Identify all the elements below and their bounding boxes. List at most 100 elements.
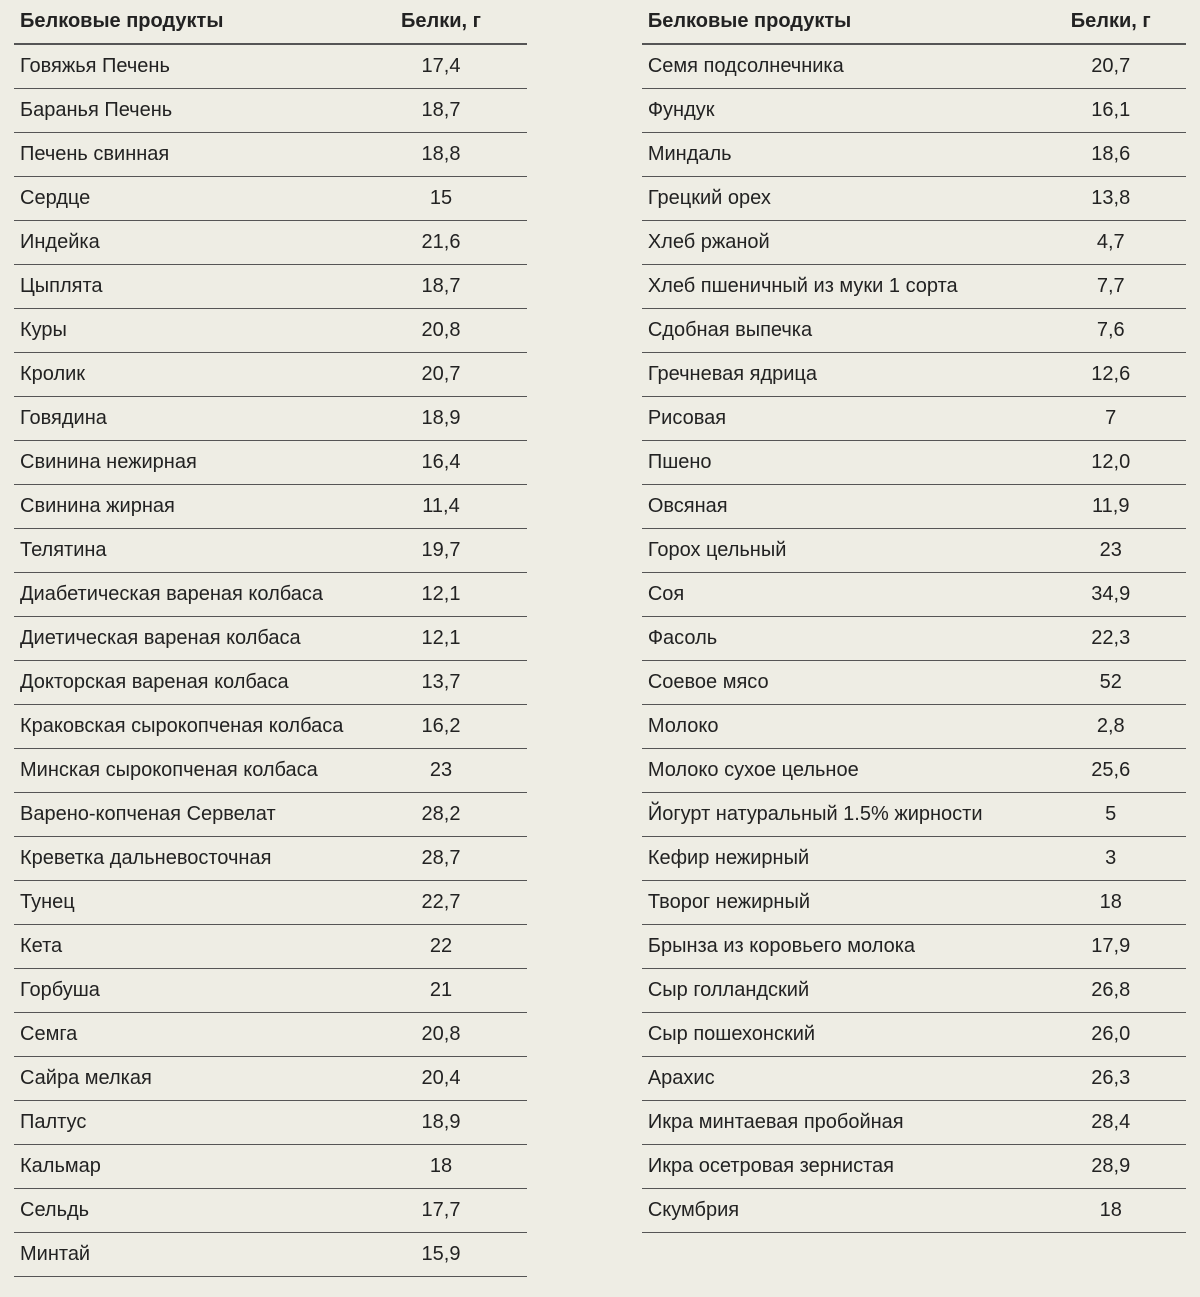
product-name-left: Минтай [14,1233,359,1277]
header-value-right: Белки, г [1039,0,1186,44]
product-value-left: 22 [359,925,526,969]
product-value-left: 13,7 [359,661,526,705]
product-value-right: 26,3 [1039,1057,1186,1101]
product-value-left: 20,7 [359,353,526,397]
row-spacer [527,749,642,793]
product-value-left: 18,8 [359,133,526,177]
table-row: Минтай15,9 [14,1233,1186,1277]
row-spacer [527,617,642,661]
row-spacer [527,1013,642,1057]
product-name-left: Минская сырокопченая колбаса [14,749,359,793]
product-name-left: Баранья Печень [14,89,359,133]
row-spacer [527,309,642,353]
product-value-right: 18 [1039,1189,1186,1233]
row-spacer [527,1189,642,1233]
product-name-left: Тунец [14,881,359,925]
product-value-right: 18,6 [1039,133,1186,177]
product-name-right: Скумбрия [642,1189,1040,1233]
product-value-right: 17,9 [1039,925,1186,969]
header-product-left: Белковые продукты [14,0,359,44]
product-value-left: 20,8 [359,309,526,353]
row-spacer [527,397,642,441]
product-name-right: Фасоль [642,617,1040,661]
product-name-left: Свинина нежирная [14,441,359,485]
product-value-left: 21 [359,969,526,1013]
product-name-left: Краковская сырокопченая колбаса [14,705,359,749]
header-value-left: Белки, г [359,0,526,44]
table-row: Семга20,8Сыр пошехонский26,0 [14,1013,1186,1057]
product-value-left: 17,7 [359,1189,526,1233]
row-spacer [527,661,642,705]
product-value-left: 15,9 [359,1233,526,1277]
row-spacer [527,705,642,749]
product-name-right: Йогурт натуральный 1.5% жирности [642,793,1040,837]
table-row: Цыплята18,7Хлеб пшеничный из муки 1 сорт… [14,265,1186,309]
table-row: Варено-копченая Сервелат28,2Йогурт натур… [14,793,1186,837]
protein-table: Белковые продукты Белки, г Белковые прод… [14,0,1186,1277]
row-spacer [527,1101,642,1145]
product-value-right: 2,8 [1039,705,1186,749]
product-value-right: 7,7 [1039,265,1186,309]
product-name-left: Цыплята [14,265,359,309]
table-row: Минская сырокопченая колбаса23Молоко сух… [14,749,1186,793]
row-spacer [527,177,642,221]
product-name-left: Говядина [14,397,359,441]
product-name-right: Миндаль [642,133,1040,177]
row-spacer [527,793,642,837]
product-value-right: 11,9 [1039,485,1186,529]
product-name-right: Кефир нежирный [642,837,1040,881]
table-row: Говяжья Печень17,4Семя подсолнечника20,7 [14,44,1186,89]
table-row: Телятина19,7Горох цельный23 [14,529,1186,573]
product-name-right: Арахис [642,1057,1040,1101]
product-value-left: 12,1 [359,617,526,661]
row-spacer [527,1057,642,1101]
product-value-right: 3 [1039,837,1186,881]
product-value-left: 28,7 [359,837,526,881]
product-value-right [1039,1233,1186,1277]
product-name-left: Свинина жирная [14,485,359,529]
product-value-left: 17,4 [359,44,526,89]
product-name-right: Сыр пошехонский [642,1013,1040,1057]
product-value-left: 28,2 [359,793,526,837]
product-name-left: Кета [14,925,359,969]
product-name-left: Индейка [14,221,359,265]
table-header-row: Белковые продукты Белки, г Белковые прод… [14,0,1186,44]
row-spacer [527,265,642,309]
product-name-left: Диабетическая вареная колбаса [14,573,359,617]
table-row: Сердце15Грецкий орех13,8 [14,177,1186,221]
product-value-left: 11,4 [359,485,526,529]
row-spacer [527,44,642,89]
row-spacer [527,441,642,485]
product-name-right: Гречневая ядрица [642,353,1040,397]
product-value-left: 23 [359,749,526,793]
product-name-right: Молоко [642,705,1040,749]
product-name-left: Докторская вареная колбаса [14,661,359,705]
product-name-right: Соевое мясо [642,661,1040,705]
product-name-left: Печень свинная [14,133,359,177]
product-name-left: Сельдь [14,1189,359,1233]
table-row: Диетическая вареная колбаса12,1Фасоль22,… [14,617,1186,661]
product-name-right: Грецкий орех [642,177,1040,221]
table-row: Свинина жирная11,4Овсяная11,9 [14,485,1186,529]
product-value-right: 25,6 [1039,749,1186,793]
product-name-right: Икра осетровая зернистая [642,1145,1040,1189]
protein-table-wrapper: Белковые продукты Белки, г Белковые прод… [0,0,1200,1297]
product-value-left: 18 [359,1145,526,1189]
row-spacer [527,925,642,969]
product-name-right: Семя подсолнечника [642,44,1040,89]
product-name-left: Палтус [14,1101,359,1145]
table-row: Печень свинная18,8 Миндаль18,6 [14,133,1186,177]
product-value-right: 16,1 [1039,89,1186,133]
row-spacer [527,485,642,529]
product-name-left: Семга [14,1013,359,1057]
table-row: Палтус18,9Икра минтаевая пробойная28,4 [14,1101,1186,1145]
product-value-right: 12,0 [1039,441,1186,485]
product-value-left: 21,6 [359,221,526,265]
row-spacer [527,969,642,1013]
product-value-left: 18,7 [359,89,526,133]
product-value-right: 7,6 [1039,309,1186,353]
table-row: Сельдь17,7 Скумбрия18 [14,1189,1186,1233]
product-value-left: 19,7 [359,529,526,573]
product-value-left: 22,7 [359,881,526,925]
header-product-right: Белковые продукты [642,0,1040,44]
